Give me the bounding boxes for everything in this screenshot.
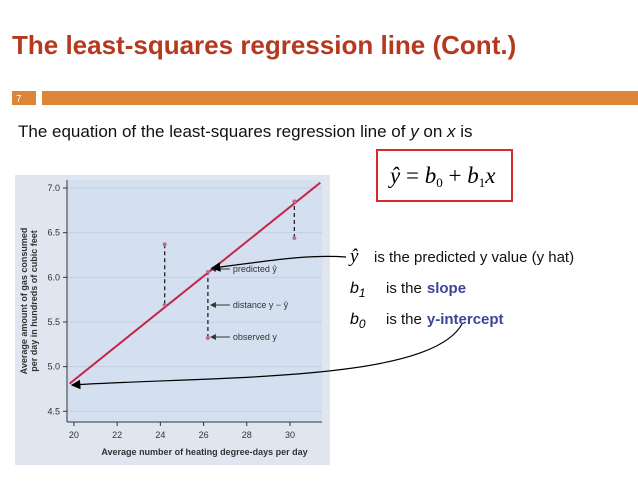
legend-symbol: b0	[350, 311, 366, 331]
legend-desc: is the	[386, 311, 422, 328]
equation-part: +	[443, 163, 467, 188]
legend-symbol: ŷ	[348, 246, 359, 267]
arrow	[70, 323, 463, 390]
legend-text: is the slope	[386, 280, 466, 297]
equation-part: b	[467, 163, 479, 188]
sentence-part: y	[409, 122, 420, 141]
legend-highlight: slope	[427, 280, 466, 297]
sentence-part: The equation of the least-squares regres…	[18, 122, 410, 141]
y-axis-label: Average amount of gas consumed	[19, 228, 29, 375]
observed-point	[205, 336, 210, 341]
y-tick-label: 4.5	[47, 406, 60, 416]
equation-part: 0	[436, 175, 443, 190]
slide-title: The least-squares regression line (Cont.…	[12, 30, 516, 60]
x-tick-label: 26	[199, 430, 209, 440]
legend-desc: is the	[386, 280, 422, 297]
x-tick-label: 28	[242, 430, 252, 440]
legend-desc: is the predicted y value (y hat)	[374, 249, 574, 266]
legend-text: is the predicted y value (y hat)	[374, 249, 574, 266]
y-tick-label: 5.0	[47, 362, 60, 372]
y-tick-label: 6.0	[47, 272, 60, 282]
sentence-part: is	[456, 122, 473, 141]
observed-point	[292, 236, 297, 241]
number-box	[12, 91, 36, 105]
x-tick-label: 30	[285, 430, 295, 440]
equation-part: b	[425, 163, 437, 188]
symbol: b	[350, 311, 359, 328]
x-tick-label: 22	[112, 430, 122, 440]
y-tick-label: 5.5	[47, 317, 60, 327]
symbol-sub: 1	[359, 286, 366, 300]
legend-symbol: b1	[350, 280, 366, 300]
plot-area	[67, 180, 322, 422]
sentence-part: x	[446, 122, 456, 141]
annotation: distance y − ŷ	[233, 300, 289, 310]
y-tick-label: 7.0	[47, 183, 60, 193]
symbol: b	[350, 280, 359, 297]
x-axis-label: Average number of heating degree-days pe…	[101, 447, 307, 457]
sentence: The equation of the least-squares regres…	[18, 122, 473, 141]
observed-point	[162, 242, 167, 247]
arrow	[210, 255, 347, 272]
x-tick-label: 20	[69, 430, 79, 440]
regression-line	[68, 181, 321, 385]
predicted-point	[205, 269, 210, 274]
equation-box	[376, 149, 513, 202]
legend-highlight: y-intercept	[427, 311, 504, 328]
figure: 4.5 5.0 5.5 6.0 6.5 7.0 20 22 24 26 28 30 Average am…	[19, 180, 322, 457]
sentence-part: on	[419, 122, 447, 141]
y-axis-label: per day in hundreds of cubic feet	[29, 230, 39, 372]
equation: ŷ = b0 + b1x	[388, 163, 496, 190]
header-bar	[42, 91, 638, 105]
equation-part: x	[484, 163, 496, 188]
symbol-sub: 0	[359, 317, 366, 331]
equation-part: 1	[479, 175, 486, 190]
slide-number: 7	[16, 94, 22, 105]
equation-part: =	[400, 163, 424, 188]
x-tick-label: 24	[155, 430, 165, 440]
legend: ŷ is the predicted y value (y hat) b1 is th…	[348, 246, 574, 331]
symbol: ŷ	[348, 246, 359, 267]
annotation: observed y	[233, 332, 278, 342]
legend-text: is the y-intercept	[386, 311, 504, 328]
predicted-point	[292, 199, 297, 204]
y-tick-label: 6.5	[47, 228, 60, 238]
equation-part: ŷ	[388, 163, 401, 188]
annotation: predicted ŷ	[233, 264, 278, 274]
predicted-point	[162, 303, 167, 308]
